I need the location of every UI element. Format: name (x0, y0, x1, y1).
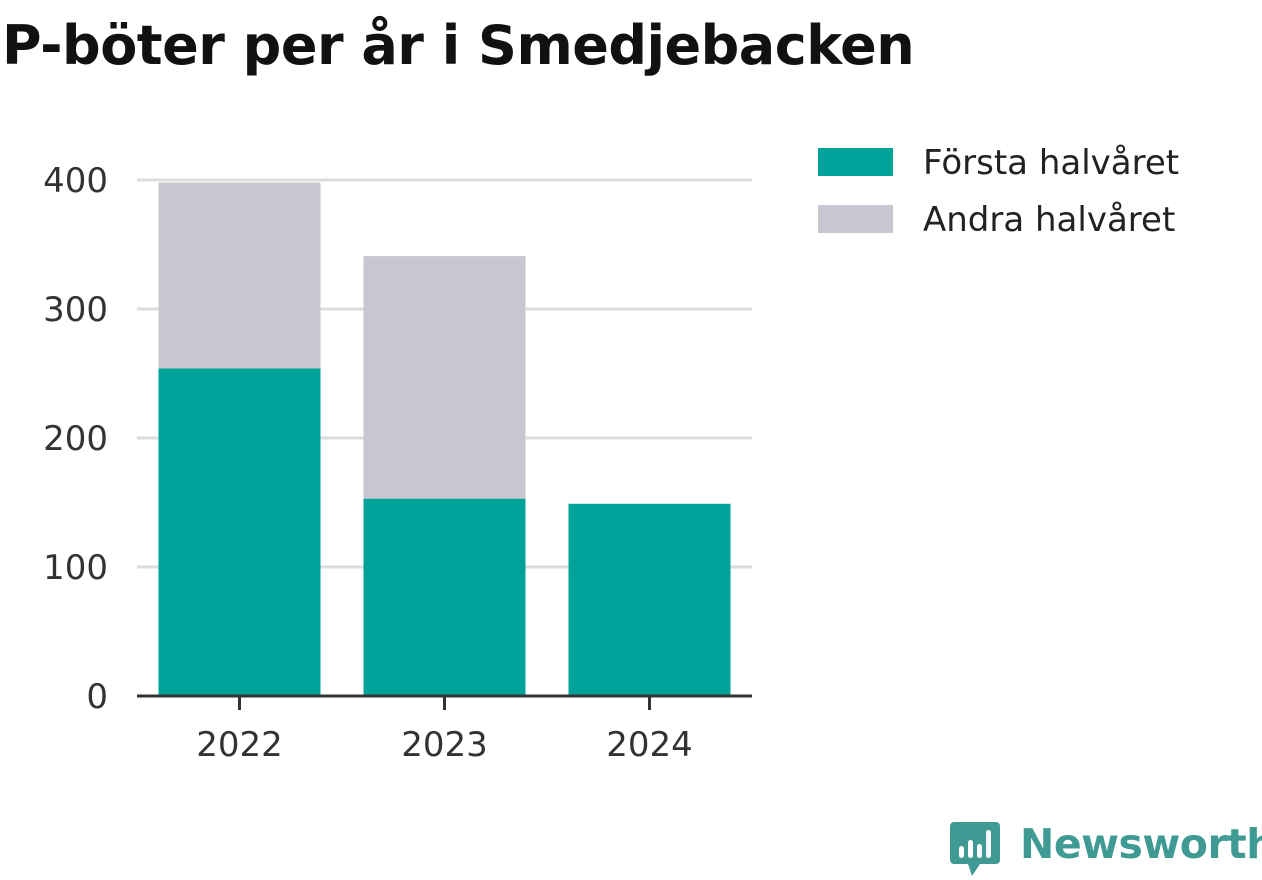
newsworthy-logo-icon (950, 822, 1000, 876)
bar-2023-series-0 (363, 498, 526, 696)
y-tick-label-300: 300 (43, 290, 108, 330)
legend-swatch-0 (818, 148, 893, 176)
y-tick-label-100: 100 (43, 548, 108, 588)
y-tick-label-0: 0 (86, 677, 108, 717)
bar-2022-series-0 (158, 368, 321, 696)
chart-title: P-böter per år i Smedjebacken (2, 14, 915, 77)
legend: Första halvåret Andra halvåret (818, 143, 1179, 240)
x-tick-label-2024: 2024 (606, 725, 693, 765)
y-tick-label-400: 400 (43, 161, 108, 201)
brand-logo: Newsworthy (950, 818, 1262, 878)
x-tick-label-2022: 2022 (196, 725, 283, 765)
legend-swatch-1 (818, 205, 893, 233)
x-tick-label-2023: 2023 (401, 725, 488, 765)
legend-label-1: Andra halvåret (923, 200, 1175, 240)
axes: 0 100 200 300 400 2022 2023 2024 (43, 161, 752, 765)
bar-2024-series-0 (568, 503, 731, 696)
legend-label-0: Första halvåret (923, 143, 1179, 183)
brand-name: Newsworthy (1020, 820, 1262, 868)
bars (158, 182, 731, 696)
y-tick-label-200: 200 (43, 419, 108, 459)
bar-2023-series-1 (363, 256, 526, 499)
bar-2022-series-1 (158, 182, 321, 369)
